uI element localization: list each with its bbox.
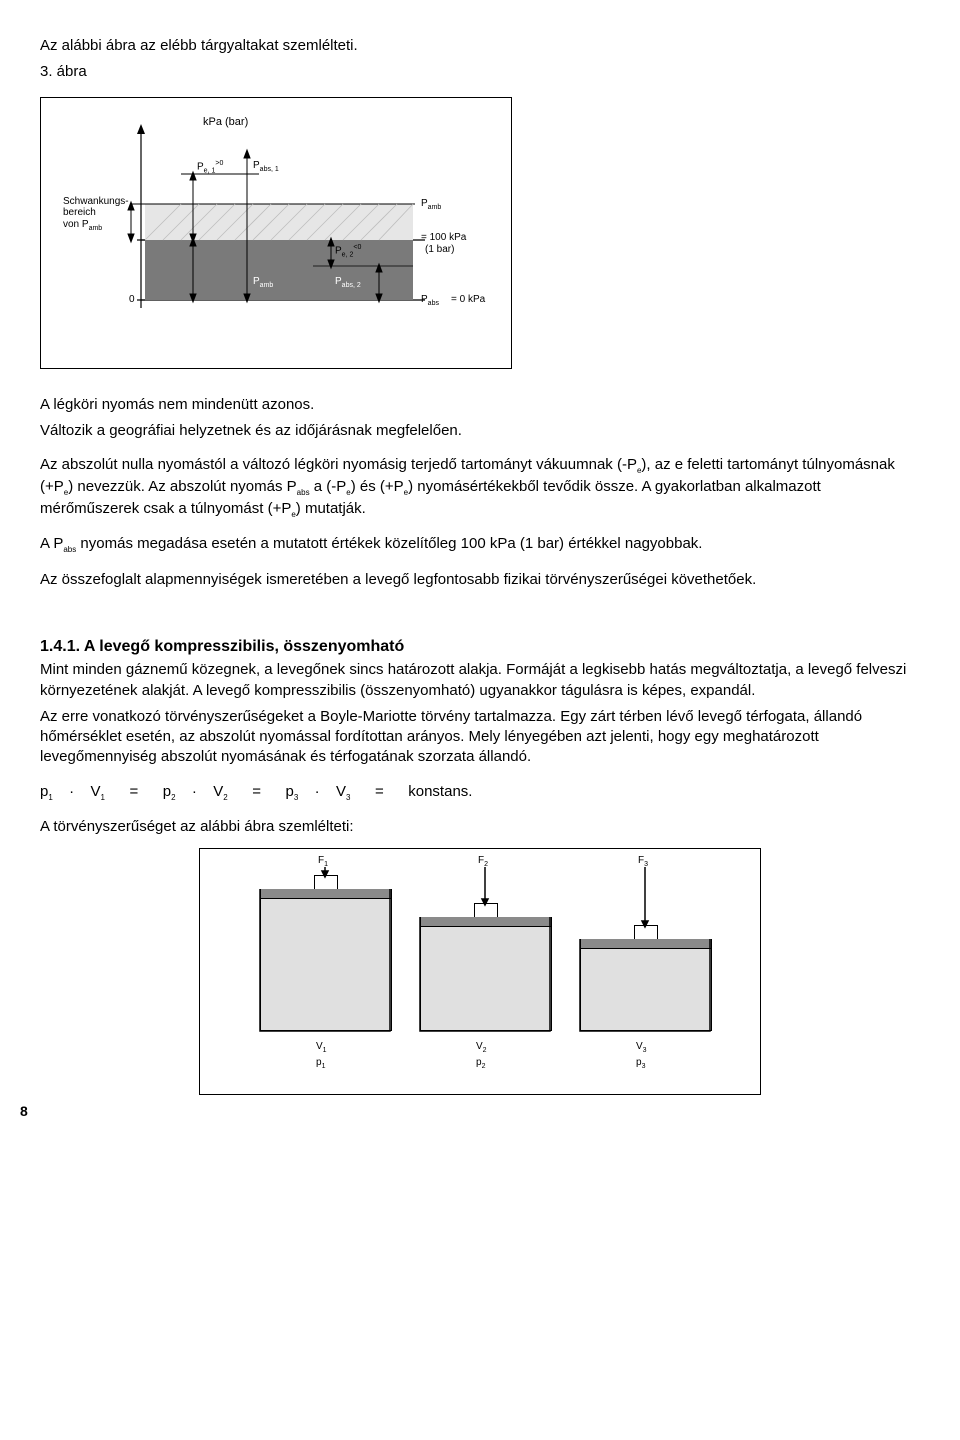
fig1-pamb-mid-label: Pamb bbox=[253, 276, 273, 289]
section-p2: Az erre vonatkozó törvényszerűségeket a … bbox=[40, 707, 920, 768]
fig1-pamb-top-label: Pamb bbox=[421, 198, 441, 211]
body-p3: Az abszolút nulla nyomástól a változó lé… bbox=[40, 455, 920, 520]
piston-1-V-label: V1 bbox=[316, 1041, 327, 1054]
figure-caption-1: 3. ábra bbox=[40, 62, 920, 82]
fig1-zero-label: 0 bbox=[129, 294, 135, 305]
piston-1-p-label: p1 bbox=[316, 1057, 325, 1070]
fig1-pe2-label: Pe, 2<0 bbox=[335, 244, 361, 258]
document-page: Az alábbi ábra az elébb tárgyaltakat sze… bbox=[0, 0, 960, 1135]
fig1-eq0-label: = 0 kPa bbox=[451, 294, 485, 305]
section-p3: A törvényszerűséget az alábbi ábra szeml… bbox=[40, 817, 920, 837]
body-p4: A Pabs nyomás megadása esetén a mutatott… bbox=[40, 534, 920, 556]
figure-1-frame: kPa (bar) 0 Schwankungs- bereich von Pam… bbox=[40, 97, 512, 369]
fig1-schwank-label: Schwankungs- bereich von Pamb bbox=[63, 196, 127, 233]
body-p5: Az összefoglalt alapmennyiségek ismereté… bbox=[40, 570, 920, 590]
figure-2-inner: F1 F2 F3 bbox=[226, 861, 734, 1079]
fig1-yaxis-label: kPa (bar) bbox=[203, 116, 248, 128]
fig1-pe1-label: Pe, 1>0 bbox=[197, 160, 223, 174]
fig1-eq100-label: = 100 kPa bbox=[421, 232, 466, 243]
piston-2-V-label: V2 bbox=[476, 1041, 487, 1054]
figure-2-frame: F1 F2 F3 bbox=[199, 848, 761, 1095]
fig1-eq1bar-label: (1 bar) bbox=[425, 244, 454, 255]
fig1-pabs-right-label: Pabs bbox=[421, 294, 439, 307]
equation-line: p1 · V1 = p2 · V2 = p3 · V3 = konstans. bbox=[40, 782, 920, 804]
piston-3-V-label: V3 bbox=[636, 1041, 647, 1054]
body-p1: A légköri nyomás nem mindenütt azonos. bbox=[40, 395, 920, 415]
figure-1-labels: kPa (bar) 0 Schwankungs- bereich von Pam… bbox=[63, 116, 489, 350]
section-p1: Mint minden gáznemű közegnek, a levegőne… bbox=[40, 660, 920, 701]
fig1-pabs1-label: Pabs, 1 bbox=[253, 160, 279, 173]
section-heading: 1.4.1. A levegő kompresszibilis, összeny… bbox=[40, 638, 920, 656]
page-number: 8 bbox=[20, 1103, 28, 1119]
fig1-pabs2-label: Pabs, 2 bbox=[335, 276, 361, 289]
body-p2: Változik a geográfiai helyzetnek és az i… bbox=[40, 421, 920, 441]
intro-line-1: Az alábbi ábra az elébb tárgyaltakat sze… bbox=[40, 36, 920, 56]
piston-3-p-label: p3 bbox=[636, 1057, 645, 1070]
piston-2-p-label: p2 bbox=[476, 1057, 485, 1070]
